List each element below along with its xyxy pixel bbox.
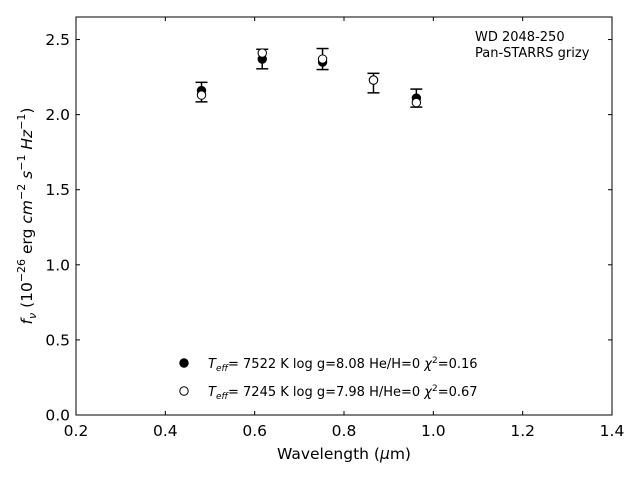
model-point-open: [317, 54, 328, 64]
legend: Teff= 7522 K log g=8.08 He/H=0 χ2=0.16 Te…: [179, 356, 478, 402]
x-tick-label: 0.4: [153, 422, 178, 440]
x-tick-label: 0.8: [332, 422, 357, 440]
model-point-open: [368, 75, 379, 85]
model-point-open: [411, 97, 422, 108]
y-tick-label: 2.0: [45, 106, 70, 124]
legend-marker-open: [179, 386, 189, 396]
x-tick-label: 1.4: [600, 422, 625, 440]
legend-entry-1: Teff= 7522 K log g=8.08 He/H=0 χ2=0.16: [208, 356, 478, 374]
x-tick-label: 0.2: [64, 422, 89, 440]
y-tick-label: 1.0: [45, 256, 70, 274]
x-tick-label: 1.0: [421, 422, 446, 440]
model-point-open: [196, 90, 207, 100]
y-tick-label: 0.5: [45, 331, 70, 349]
y-tick-label: 1.5: [45, 181, 70, 199]
chart-annotation-line-2: Pan-STARRS grizy: [475, 46, 590, 61]
plot-area: [76, 17, 612, 415]
y-tick-label: 2.5: [45, 31, 70, 49]
legend-entry-2: Teff= 7245 K log g=7.98 H/He=0 χ2=0.67: [208, 384, 478, 402]
y-tick-label: 0.0: [45, 407, 70, 425]
model-point-open: [257, 48, 267, 58]
chart-annotation-line-1: WD 2048-250: [475, 30, 565, 45]
y-axis-title: fν (10−26 erg cm−2 s−1 Hz−1): [15, 108, 39, 325]
legend-marker-filled: [179, 358, 189, 368]
x-tick-label: 1.2: [510, 422, 535, 440]
x-axis-title: Wavelength (μm): [277, 445, 411, 463]
x-tick-label: 0.6: [242, 422, 267, 440]
